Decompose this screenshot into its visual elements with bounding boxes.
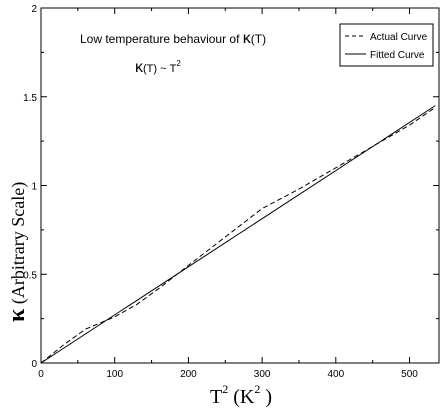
y-axis-ticks: 0 0.5 1 1.5 2 — [23, 4, 439, 370]
y-tick-label: 1.5 — [23, 93, 37, 104]
x-tick-label: 200 — [180, 369, 197, 380]
series-fitted-curve — [40, 105, 436, 364]
x-axis-ticks: 0 100 200 300 400 500 — [38, 8, 418, 380]
y-tick-label: 0.5 — [23, 270, 37, 281]
x-axis-label: T2 (K2 ) — [210, 382, 272, 408]
annotation-line-1: Low temperature behaviour of κ(T) — [80, 30, 266, 47]
legend-label-actual-curve: Actual Curve — [370, 32, 428, 43]
x-tick-label: 100 — [106, 369, 123, 380]
legend-box — [339, 23, 434, 67]
y-tick-label: 2 — [31, 4, 37, 15]
y-tick-label: 0 — [31, 359, 37, 370]
series-layer — [40, 105, 436, 364]
annotation-line-2: κ(T) ~ T2 — [135, 59, 181, 76]
legend: Actual Curve Fitted Curve — [339, 23, 434, 67]
x-tick-label: 500 — [401, 369, 418, 380]
series-actual-curve — [40, 106, 436, 364]
y-axis-label: κ (Arbitrary Scale) — [4, 182, 30, 322]
x-tick-label: 0 — [38, 369, 44, 380]
legend-label-fitted-curve: Fitted Curve — [370, 50, 425, 61]
x-tick-label: 300 — [254, 369, 271, 380]
y-tick-label: 1 — [31, 182, 37, 193]
x-tick-label: 400 — [327, 369, 344, 380]
